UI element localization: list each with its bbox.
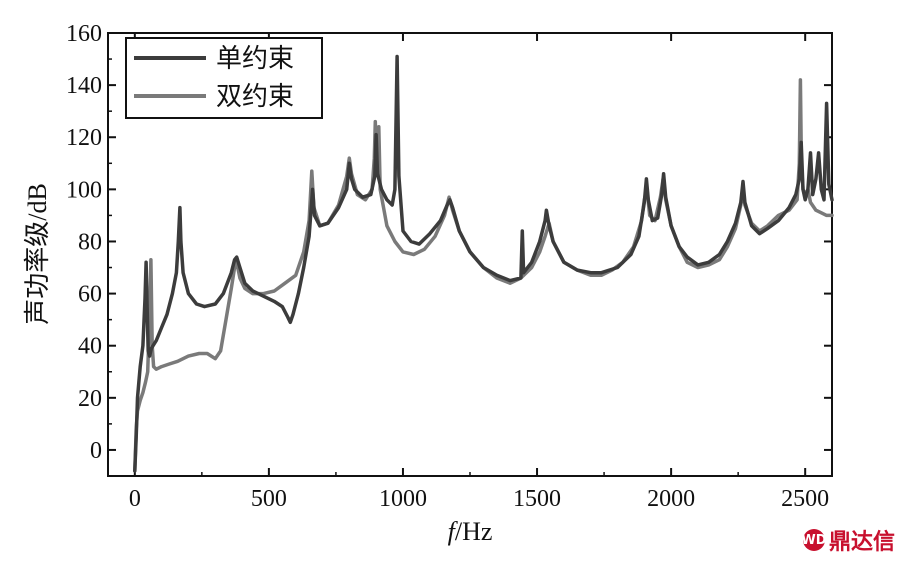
watermark-text: 鼎达信 bbox=[828, 530, 895, 555]
legend: 单约束 双约束 bbox=[125, 37, 323, 119]
y-tick-label: 20 bbox=[78, 386, 102, 412]
y-tick-label: 40 bbox=[78, 334, 102, 360]
y-tick-label: 60 bbox=[78, 282, 102, 308]
x-tick-label: 2500 bbox=[781, 486, 829, 512]
y-tick-label: 0 bbox=[90, 438, 102, 464]
series-line-1 bbox=[133, 78, 834, 473]
y-tick-label: 80 bbox=[78, 229, 102, 255]
y-axis-title: 声功率级/dB bbox=[23, 183, 52, 325]
watermark: WD 鼎达信 bbox=[801, 524, 895, 556]
x-tick-label: 0 bbox=[129, 486, 141, 512]
legend-label-double: 双约束 bbox=[216, 82, 294, 111]
legend-label-single: 单约束 bbox=[216, 44, 294, 73]
x-axis-title: f/Hz bbox=[448, 517, 493, 546]
legend-box bbox=[125, 37, 323, 119]
series-group bbox=[133, 54, 834, 473]
x-axis-ticks: 0 500 1000 1500 2000 2500 bbox=[129, 33, 829, 512]
x-tick-label: 1000 bbox=[379, 486, 427, 512]
y-tick-label: 160 bbox=[66, 21, 102, 47]
x-tick-label: 500 bbox=[251, 486, 287, 512]
y-tick-label: 100 bbox=[66, 177, 102, 203]
watermark-logo-icon: WD bbox=[801, 529, 827, 551]
series-line-0 bbox=[133, 54, 834, 473]
y-tick-label: 120 bbox=[66, 125, 102, 151]
x-tick-label: 1500 bbox=[513, 486, 561, 512]
x-tick-label: 2000 bbox=[647, 486, 695, 512]
y-axis-ticks: 0 20 40 60 80 100 120 140 160 bbox=[66, 21, 832, 477]
y-tick-label: 140 bbox=[66, 73, 102, 99]
